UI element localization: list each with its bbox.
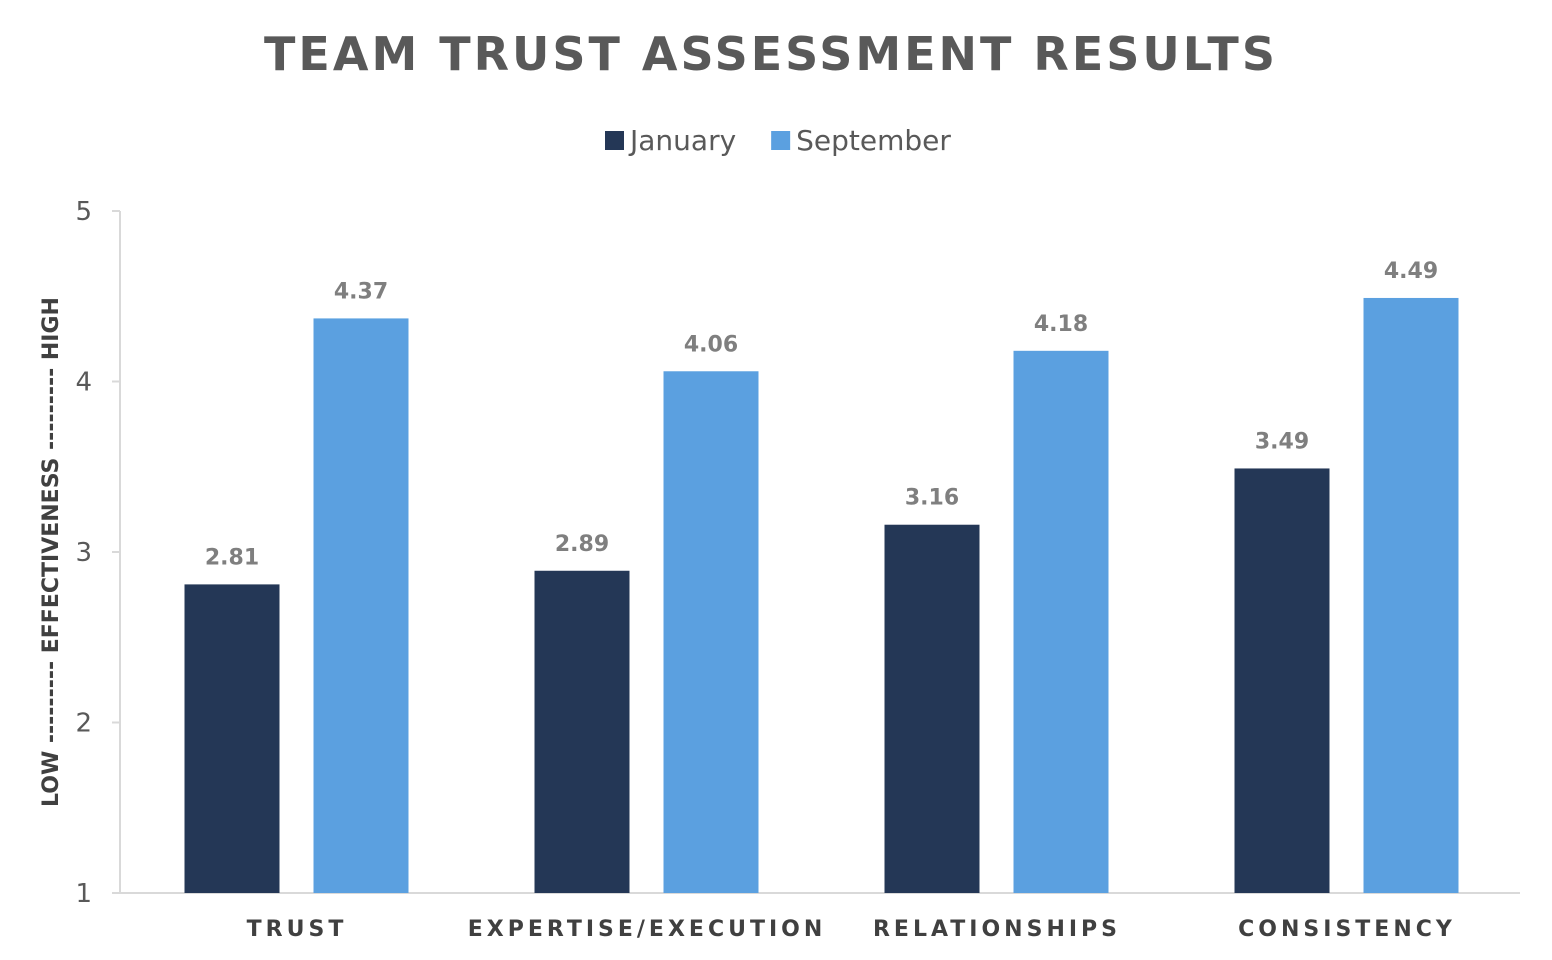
bar-september: [1363, 297, 1459, 894]
legend-swatch: [605, 131, 624, 150]
bar-september: [1013, 350, 1109, 893]
legend-label: January: [628, 124, 736, 157]
data-label: 2.81: [205, 545, 259, 570]
data-label: 3.49: [1255, 429, 1309, 454]
x-tick-label: EXPERTISE/EXECUTION: [468, 917, 827, 942]
data-label: 4.49: [1384, 259, 1438, 284]
bar-september: [663, 371, 759, 893]
bar-january: [534, 570, 630, 893]
y-tick-label: 5: [75, 197, 92, 227]
legend-label: September: [796, 124, 951, 157]
bar-september: [313, 318, 409, 893]
bar-january: [884, 524, 980, 893]
chart-title: TEAM TRUST ASSESSMENT RESULTS: [264, 27, 1278, 81]
data-label: 4.18: [1034, 312, 1088, 337]
x-tick-label: RELATIONSHIPS: [873, 917, 1121, 942]
legend: January September: [605, 124, 951, 157]
y-axis-label: LOW --------- EFFECTIVENESS --------- HI…: [39, 297, 64, 807]
x-tick-label: CONSISTENCY: [1238, 917, 1456, 942]
x-tick-label: TRUST: [247, 917, 348, 942]
legend-swatch: [771, 131, 791, 150]
y-tick-label: 4: [75, 368, 92, 398]
y-tick-label: 3: [75, 538, 92, 568]
y-tick-label: 2: [75, 709, 92, 739]
bar-january: [1234, 468, 1330, 893]
bar-january: [184, 584, 280, 893]
bars: TRUST 2.81 4.37 EXPERTISE/EXECUTION 2.89 4.06…: [184, 259, 1459, 942]
y-tick-label: 1: [75, 879, 92, 909]
data-label: 4.37: [334, 279, 388, 304]
data-label: 2.89: [555, 532, 609, 557]
data-label: 3.16: [905, 486, 959, 511]
data-label: 4.06: [684, 332, 738, 357]
